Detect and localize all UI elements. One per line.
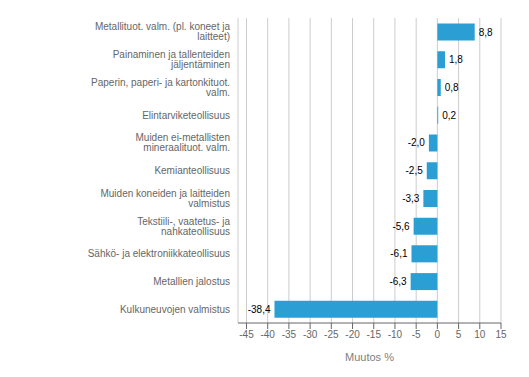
svg-text:-20: -20 <box>345 329 360 340</box>
svg-text:0,2: 0,2 <box>442 110 456 121</box>
svg-text:-5: -5 <box>412 329 421 340</box>
svg-text:Kulkuneuvojen valmistus: Kulkuneuvojen valmistus <box>120 304 230 315</box>
svg-text:Elintarviketeollisuus: Elintarviketeollisuus <box>142 110 230 121</box>
svg-text:15: 15 <box>495 329 507 340</box>
svg-text:-25: -25 <box>324 329 339 340</box>
svg-text:-15: -15 <box>367 329 382 340</box>
svg-text:Metallien jalostus: Metallien jalostus <box>153 276 230 287</box>
svg-text:-6,3: -6,3 <box>389 276 407 287</box>
svg-text:0,8: 0,8 <box>445 82 459 93</box>
svg-text:-5,6: -5,6 <box>392 221 410 232</box>
svg-text:-35: -35 <box>282 329 297 340</box>
svg-text:Kemianteollisuus: Kemianteollisuus <box>154 165 230 176</box>
svg-text:Sähkö- ja elektroniikkateollis: Sähkö- ja elektroniikkateollisuus <box>88 248 230 259</box>
svg-text:-45: -45 <box>239 329 254 340</box>
svg-text:10: 10 <box>474 329 486 340</box>
svg-text:0: 0 <box>435 329 441 340</box>
svg-text:1,8: 1,8 <box>449 54 463 65</box>
svg-text:8,8: 8,8 <box>479 27 493 38</box>
svg-text:-2,5: -2,5 <box>406 165 424 176</box>
svg-text:Paperin, paperi- ja kartonkitu: Paperin, paperi- ja kartonkituot.valm. <box>91 77 230 98</box>
svg-text:-3,3: -3,3 <box>402 193 420 204</box>
svg-text:Muutos %: Muutos % <box>345 351 394 363</box>
svg-text:-38,4: -38,4 <box>248 304 271 315</box>
svg-text:5: 5 <box>456 329 462 340</box>
svg-text:Muiden koneiden ja laitteidenv: Muiden koneiden ja laitteidenvalmistus <box>100 188 230 209</box>
svg-text:Metallituot. valm. (pl. koneet: Metallituot. valm. (pl. koneet jalaittee… <box>95 21 230 42</box>
svg-text:-6,1: -6,1 <box>390 248 408 259</box>
svg-text:Painaminen ja tallenteidenjälj: Painaminen ja tallenteidenjäljentäminen <box>113 49 230 70</box>
svg-text:Tekstiili-, vaatetus- janahkat: Tekstiili-, vaatetus- janahkateollisuus <box>137 216 230 237</box>
svg-text:-30: -30 <box>303 329 318 340</box>
svg-text:-2,0: -2,0 <box>408 137 426 148</box>
svg-text:-10: -10 <box>388 329 403 340</box>
svg-text:Muiden ei-metallistenmineraali: Muiden ei-metallistenmineraalituot. valm… <box>136 132 231 153</box>
svg-text:-40: -40 <box>260 329 275 340</box>
